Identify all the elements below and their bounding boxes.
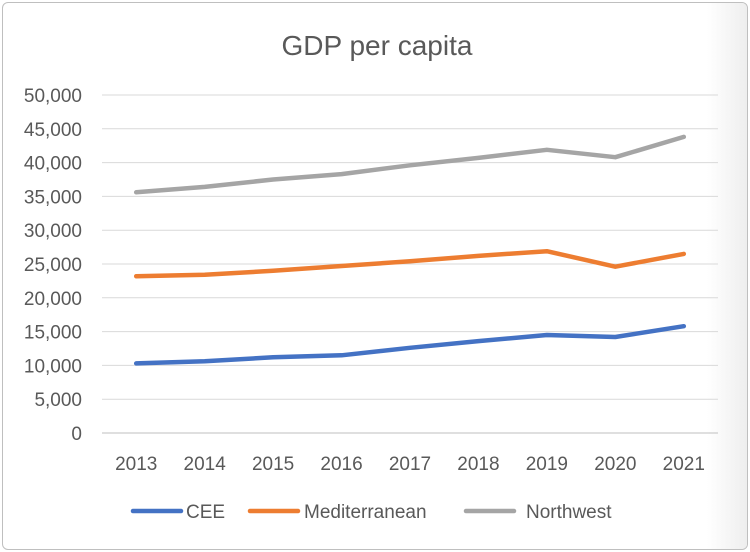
series-line-mediterranean	[133, 248, 687, 279]
x-tick-label: 2016	[320, 454, 362, 475]
legend-label-mediterranean: Mediterranean	[304, 502, 427, 523]
y-tick-label: 45,000	[24, 120, 82, 141]
legend-label-northwest: Northwest	[526, 502, 612, 523]
y-axis: 0 5,000 10,000 15,000 20,000 25,000 30,000 35,0…	[24, 86, 82, 445]
y-tick-label: 10,000	[24, 356, 82, 377]
y-tick-label: 30,000	[24, 221, 82, 242]
x-tick-label: 2015	[252, 454, 294, 475]
x-tick-label: 2018	[457, 454, 499, 475]
gridlines	[102, 94, 718, 434]
y-tick-label: 5,000	[34, 390, 82, 411]
y-tick-label: 15,000	[24, 323, 82, 344]
page-curl-shadow	[707, 3, 747, 549]
y-tick-label: 35,000	[24, 187, 82, 208]
x-tick-label: 2020	[594, 454, 636, 475]
x-tick-label: 2013	[115, 454, 157, 475]
y-tick-label: 25,000	[24, 255, 82, 276]
legend-label-cee: CEE	[186, 502, 225, 523]
legend: CEE Mediterranean Northwest	[130, 502, 612, 523]
chart-title: GDP per capita	[282, 30, 473, 61]
y-tick-label: 20,000	[24, 289, 82, 310]
y-tick-label: 40,000	[24, 154, 82, 175]
series-line-cee	[133, 323, 687, 366]
x-axis: 2013 2014 2015 2016 2017 2018 2019 2020 2021	[115, 454, 705, 475]
x-tick-label: 2019	[526, 454, 568, 475]
x-tick-label: 2014	[184, 454, 227, 475]
y-tick-label: 0	[71, 424, 82, 445]
x-tick-label: 2017	[389, 454, 431, 475]
y-tick-label: 50,000	[24, 86, 82, 107]
series-line-northwest	[133, 134, 687, 195]
series-lines	[133, 134, 687, 366]
x-tick-label: 2021	[663, 454, 705, 475]
